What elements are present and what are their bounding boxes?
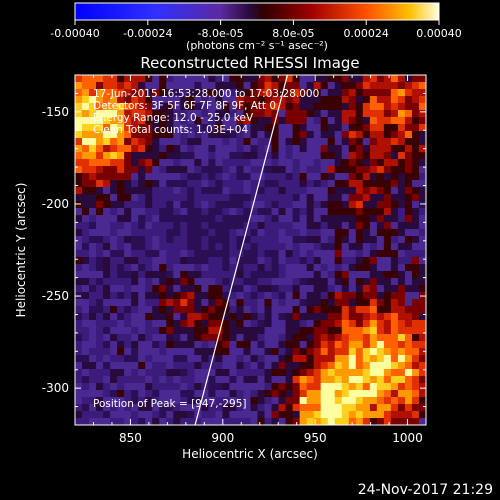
- colorbar-tick-label: -0.00040: [50, 27, 99, 40]
- x-axis-label: Heliocentric X (arcsec): [182, 447, 318, 461]
- x-tick-label: 950: [304, 431, 327, 445]
- info-line-detectors: Detectors: 3F 5F 6F 7F 8F 9F, Att 0: [93, 100, 276, 112]
- info-line-energy: Energy Range: 12.0 - 25.0 keV: [93, 112, 254, 124]
- colorbar-tick-label: 0.00024: [343, 27, 389, 40]
- colorbar-tick-label: 0.00040: [416, 27, 462, 40]
- y-axis-label: Heliocentric Y (arcsec): [14, 183, 28, 318]
- info-line-clean: Clean Total counts: 1.03E+04: [93, 124, 248, 136]
- plot-frame: [74, 74, 427, 426]
- axis-ticks: 850 900 950 1000 -300 -250 -200 -150: [42, 75, 426, 445]
- timestamp: 24-Nov-2017 21:29: [358, 482, 493, 498]
- y-tick-label: -150: [42, 105, 69, 119]
- colorbar-tick-label: 8.0e-05: [272, 27, 314, 40]
- x-tick-label: 1000: [392, 431, 423, 445]
- x-tick-label: 850: [119, 431, 142, 445]
- colorbar-tick-label: -8.0e-05: [197, 27, 243, 40]
- observation-info: 17-Jun-2015 16:53:28.000 to 17:03:28.000…: [93, 88, 319, 136]
- chart-title: Reconstructed RHESSI Image: [140, 54, 359, 72]
- solar-limb-line: [194, 75, 289, 425]
- y-tick-label: -300: [42, 381, 69, 395]
- peak-position-label: Position of Peak = [947,-295]: [93, 398, 247, 410]
- colorbar-tick-label: -0.00024: [123, 27, 172, 40]
- colorbar-ticks: -0.00040 -0.00024 -8.0e-05 8.0e-05 0.00024 0.…: [50, 20, 462, 40]
- colorbar-units: (photons cm⁻² s⁻¹ asec⁻²): [186, 39, 328, 52]
- info-line-time: 17-Jun-2015 16:53:28.000 to 17:03:28.000: [93, 88, 319, 100]
- x-tick-label: 900: [211, 431, 234, 445]
- y-tick-label: -200: [42, 197, 69, 211]
- y-tick-label: -250: [42, 289, 69, 303]
- heatmap-image: [75, 75, 426, 425]
- colorbar: [74, 2, 440, 21]
